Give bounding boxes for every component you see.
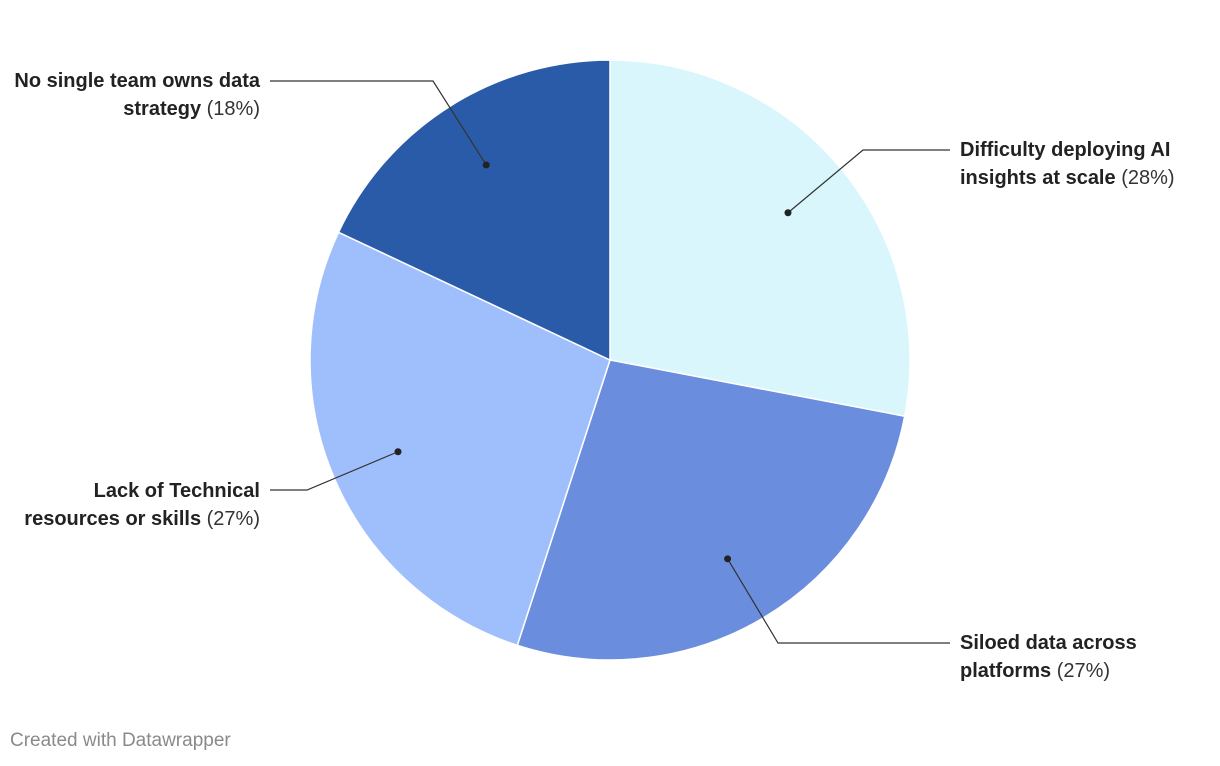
slice-label: No single team owns data strategy (18%)	[10, 67, 260, 123]
category-label: No single team owns data strategy	[14, 70, 260, 120]
category-label: Siloed data across platforms	[960, 632, 1137, 682]
leader-dot	[394, 448, 402, 456]
pie-slice	[609, 59, 911, 418]
category-label: Lack of Technical resources or skills	[24, 480, 260, 530]
leader-dot	[724, 555, 732, 563]
leader-line	[270, 80, 487, 166]
footer: Created with Datawrapper	[10, 730, 231, 751]
leader-dot	[784, 209, 792, 217]
slice-label: Difficulty deploying AI insights at scal…	[960, 136, 1210, 192]
value-label: (27%)	[206, 508, 260, 530]
slice-label: Lack of Technical resources or skills (2…	[10, 477, 260, 533]
leader-line	[727, 558, 950, 644]
leader-line	[270, 451, 399, 491]
value-label: (28%)	[1121, 167, 1175, 189]
category-label: Difficulty deploying AI insights at scal…	[960, 139, 1171, 189]
value-label: (18%)	[206, 98, 260, 120]
leader-line	[787, 149, 950, 214]
value-label: (27%)	[1056, 660, 1111, 682]
pie-slice	[309, 231, 611, 647]
leader-dot	[482, 161, 490, 169]
slice-label: Siloed data across platforms (27%)	[960, 629, 1210, 685]
